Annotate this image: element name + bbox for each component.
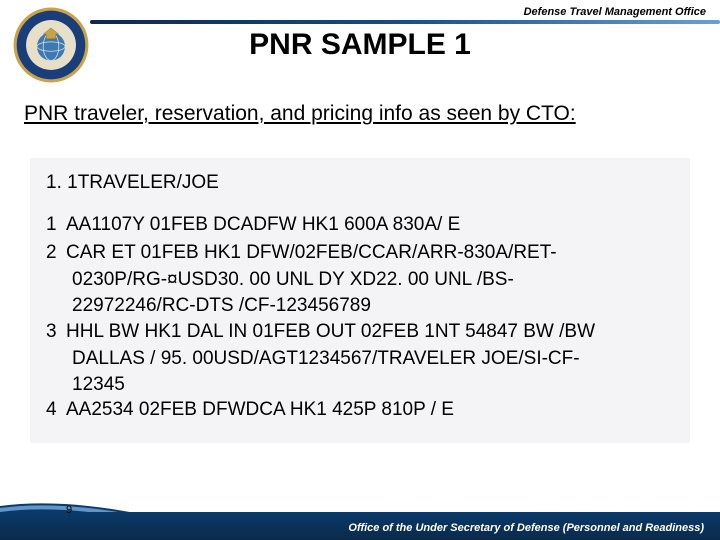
pnr-row-text: AA1107Y 01FEB DCADFW HK1 600A 830A/ E xyxy=(64,212,674,238)
pnr-row-text: AA2534 02FEB DFWDCA HK1 425P 810P / E xyxy=(64,397,674,423)
pnr-row-number: 4 xyxy=(46,397,64,423)
pnr-row-number: 1 xyxy=(46,212,64,238)
traveler-line: 1. 1TRAVELER/JOE xyxy=(46,172,674,194)
pnr-row-text: HHL BW HK1 DAL IN 01FEB OUT 02FEB 1NT 54… xyxy=(64,319,674,345)
pnr-row-continuation: DALLAS / 95. 00USD/AGT1234567/TRAVELER J… xyxy=(46,346,674,372)
pnr-content-box: 1. 1TRAVELER/JOE 1AA1107Y 01FEB DCADFW H… xyxy=(30,158,690,443)
footer-text: Office of the Under Secretary of Defense… xyxy=(348,522,704,534)
header-divider-bar xyxy=(90,20,720,24)
subtitle: PNR traveler, reservation, and pricing i… xyxy=(24,102,576,126)
pnr-row-number: 2 xyxy=(46,240,64,266)
page-title: PNR SAMPLE 1 xyxy=(0,28,720,62)
office-label: Defense Travel Management Office xyxy=(524,6,706,18)
page-number: 9 xyxy=(66,504,72,516)
pnr-row: 1AA1107Y 01FEB DCADFW HK1 600A 830A/ E xyxy=(46,212,674,238)
pnr-list: 1AA1107Y 01FEB DCADFW HK1 600A 830A/ E2C… xyxy=(46,212,674,423)
pnr-row: 4AA2534 02FEB DFWDCA HK1 425P 810P / E xyxy=(46,397,674,423)
pnr-row-text: CAR ET 01FEB HK1 DFW/02FEB/CCAR/ARR-830A… xyxy=(64,240,674,266)
pnr-row: 2CAR ET 01FEB HK1 DFW/02FEB/CCAR/ARR-830… xyxy=(46,240,674,266)
pnr-row-continuation: 22972246/RC-DTS /CF-123456789 xyxy=(46,293,674,319)
pnr-row-continuation: 0230P/RG-¤USD30. 00 UNL DY XD22. 00 UNL … xyxy=(46,267,674,293)
pnr-row-continuation: 12345 xyxy=(46,372,674,398)
pnr-row: 3HHL BW HK1 DAL IN 01FEB OUT 02FEB 1NT 5… xyxy=(46,319,674,345)
header-region: Defense Travel Management Office PNR SAM… xyxy=(0,0,720,90)
pnr-row-number: 3 xyxy=(46,319,64,345)
